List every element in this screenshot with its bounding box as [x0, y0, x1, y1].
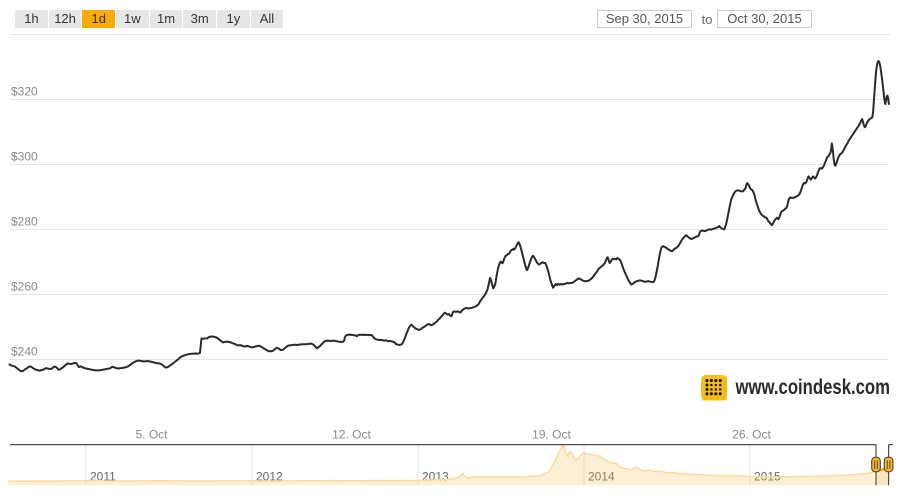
svg-text:$280: $280: [11, 215, 38, 229]
svg-text:19. Oct: 19. Oct: [532, 428, 571, 442]
svg-text:www.coindesk.com: www.coindesk.com: [735, 376, 890, 399]
svg-text:2014: 2014: [588, 470, 615, 484]
svg-text:$320: $320: [11, 85, 38, 99]
svg-text:12. Oct: 12. Oct: [332, 428, 371, 442]
svg-text:2012: 2012: [256, 470, 283, 484]
svg-text:$260: $260: [11, 280, 38, 294]
svg-text:5. Oct: 5. Oct: [135, 428, 168, 442]
svg-text:26. Oct: 26. Oct: [732, 428, 771, 442]
svg-text:$300: $300: [11, 150, 38, 164]
svg-text:$240: $240: [11, 345, 38, 359]
